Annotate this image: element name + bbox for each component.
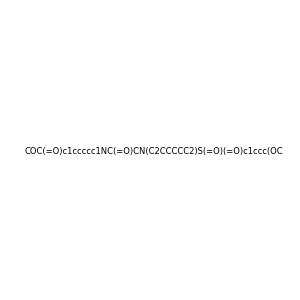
- Text: COC(=O)c1ccccc1NC(=O)CN(C2CCCCC2)S(=O)(=O)c1ccc(OC: COC(=O)c1ccccc1NC(=O)CN(C2CCCCC2)S(=O)(=…: [24, 147, 283, 156]
